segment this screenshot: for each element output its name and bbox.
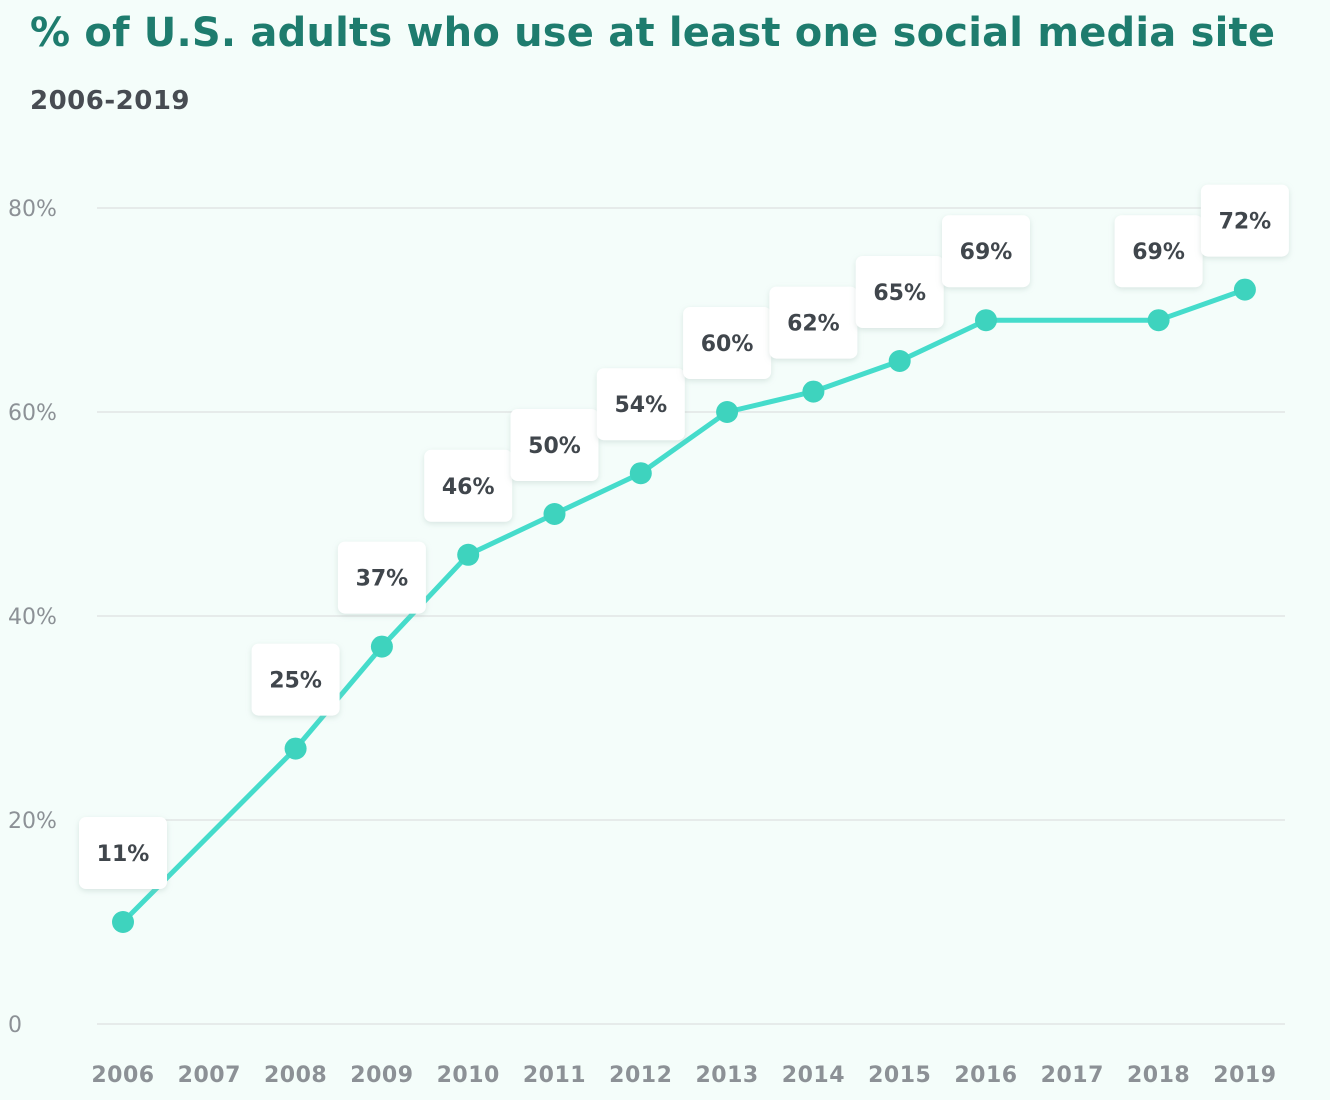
data-label-text: 62% bbox=[787, 312, 840, 337]
data-label: 69% bbox=[1114, 215, 1203, 288]
data-label-box bbox=[79, 817, 167, 889]
data-label-box bbox=[424, 449, 513, 522]
data-point bbox=[975, 309, 997, 332]
data-label: 60% bbox=[683, 307, 772, 379]
data-point bbox=[802, 380, 825, 403]
chart-title: % of U.S. adults who use at least one so… bbox=[30, 10, 1276, 56]
data-label: 46% bbox=[424, 449, 513, 522]
data-point bbox=[112, 911, 134, 933]
data-label-text: 65% bbox=[873, 281, 926, 306]
data-label-text: 54% bbox=[614, 393, 667, 418]
data-point bbox=[1147, 309, 1170, 332]
data-label: 25% bbox=[251, 643, 340, 716]
data-point bbox=[543, 503, 566, 525]
x-tick-label: 2013 bbox=[695, 1063, 758, 1088]
data-label: 69% bbox=[942, 215, 1030, 288]
x-tick-label: 2018 bbox=[1127, 1063, 1190, 1088]
data-markers bbox=[112, 278, 1256, 933]
y-tick-label: 40% bbox=[8, 605, 57, 630]
data-label-box bbox=[683, 307, 772, 379]
data-label-text: 46% bbox=[442, 475, 495, 500]
data-label: 37% bbox=[337, 541, 426, 614]
data-label-text: 11% bbox=[97, 842, 150, 867]
data-label-text: 69% bbox=[1132, 240, 1185, 265]
x-tick-label: 2007 bbox=[178, 1063, 241, 1088]
data-label-text: 25% bbox=[269, 669, 322, 694]
x-tick-label: 2011 bbox=[523, 1063, 586, 1088]
x-tick-label: 2016 bbox=[954, 1063, 1017, 1088]
data-point bbox=[284, 737, 307, 760]
data-point bbox=[370, 635, 393, 658]
series-line bbox=[120, 287, 1248, 925]
x-tick-label: 2009 bbox=[350, 1063, 413, 1088]
data-label-box bbox=[251, 643, 340, 716]
grid-lines bbox=[97, 207, 1285, 1025]
x-tick-label: 2012 bbox=[609, 1063, 672, 1088]
data-label-text: 50% bbox=[528, 434, 581, 459]
data-label-text: 69% bbox=[960, 240, 1013, 265]
data-label-box bbox=[855, 256, 944, 328]
x-tick-label: 2017 bbox=[1041, 1063, 1104, 1088]
x-tick-label: 2010 bbox=[437, 1063, 500, 1088]
series-line-layer bbox=[120, 287, 1248, 925]
data-label-text: 72% bbox=[1219, 210, 1272, 235]
data-label-box bbox=[510, 409, 599, 481]
data-label: 62% bbox=[769, 286, 858, 359]
data-label-box bbox=[1114, 215, 1203, 288]
data-label-box bbox=[769, 286, 858, 359]
x-tick-label: 2015 bbox=[868, 1063, 931, 1088]
data-label-text: 37% bbox=[356, 567, 409, 592]
data-point bbox=[716, 401, 739, 423]
y-axis: 0 20% 40% 60% 80% bbox=[8, 197, 57, 1038]
data-label: 65% bbox=[855, 256, 944, 328]
x-axis: 2006 2007 2008 2009 2010 2011 2012 2013 2014 2015… bbox=[91, 1063, 1276, 1088]
data-label: 54% bbox=[596, 368, 685, 441]
x-tick-label: 2014 bbox=[782, 1063, 845, 1088]
data-label-box bbox=[596, 368, 685, 441]
y-tick-label: 80% bbox=[8, 197, 57, 222]
data-label-box bbox=[1200, 184, 1289, 257]
data-label-box bbox=[942, 215, 1030, 288]
data-point bbox=[888, 350, 911, 372]
chart-subtitle: 2006-2019 bbox=[30, 86, 191, 116]
x-tick-label: 2008 bbox=[264, 1063, 327, 1088]
data-label: 11% bbox=[79, 817, 167, 889]
y-tick-label: 0 bbox=[8, 1013, 22, 1038]
data-point bbox=[629, 462, 652, 485]
data-label: 72% bbox=[1200, 184, 1289, 257]
data-point bbox=[1233, 278, 1256, 301]
data-label-text: 60% bbox=[701, 332, 754, 357]
data-label: 50% bbox=[510, 409, 599, 481]
x-tick-label: 2019 bbox=[1213, 1063, 1276, 1088]
x-tick-label: 2006 bbox=[91, 1063, 154, 1088]
y-tick-label: 20% bbox=[8, 809, 57, 834]
data-label-box bbox=[337, 541, 426, 614]
data-point bbox=[457, 543, 480, 566]
y-tick-label: 60% bbox=[8, 401, 57, 426]
data-labels: 11% 25% 37% 46% 50% 54% 60% 62% 65% 69% 69% 72% bbox=[79, 184, 1289, 889]
